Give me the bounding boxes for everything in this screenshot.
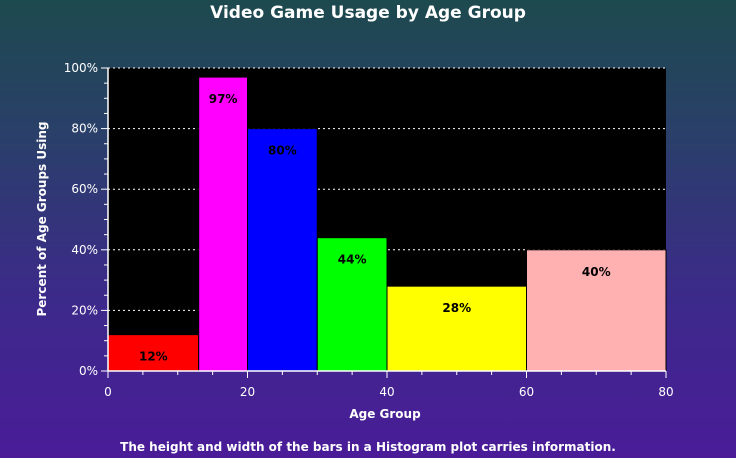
bar-label-0: 12% [139,350,168,364]
bar-4 [386,285,527,372]
y-tick-label: 60% [71,182,98,196]
bar-5 [526,249,667,372]
x-tick-label: 40 [379,385,394,399]
x-tick-label: 0 [104,385,112,399]
caption: The height and width of the bars in a Hi… [120,440,616,454]
x-axis-label: Age Group [349,407,421,421]
x-tick-label: 80 [658,385,673,399]
y-axis-label: Percent of Age Groups Using [35,122,49,317]
x-tick-label: 20 [240,385,255,399]
x-tick-label: 60 [519,385,534,399]
bar-2 [247,128,318,372]
y-tick-label: 0% [79,364,98,378]
bars [107,76,667,372]
bar-label-1: 97% [209,92,238,106]
y-tick-label: 80% [71,122,98,136]
chart-title: Video Game Usage by Age Group [210,3,526,23]
bar-0 [107,334,200,372]
bar-label-4: 28% [442,301,471,315]
bar-1 [198,76,249,372]
bar-label-3: 44% [338,253,367,267]
bar-label-5: 40% [582,265,611,279]
y-tick-label: 100% [64,61,98,75]
histogram-chart: 12% 97% 80% 44% 28% 40% 0% 20% 40% 60% 80% 100% 0 20… [35,61,674,421]
axes [101,67,667,378]
tick-labels: 0% 20% 40% 60% 80% 100% 0 20 40 60 80 [64,61,674,399]
y-tick-label: 20% [71,303,98,317]
y-tick-label: 40% [71,243,98,257]
bar-label-2: 80% [268,144,297,158]
bar-labels: 12% 97% 80% 44% 28% 40% [139,92,611,364]
